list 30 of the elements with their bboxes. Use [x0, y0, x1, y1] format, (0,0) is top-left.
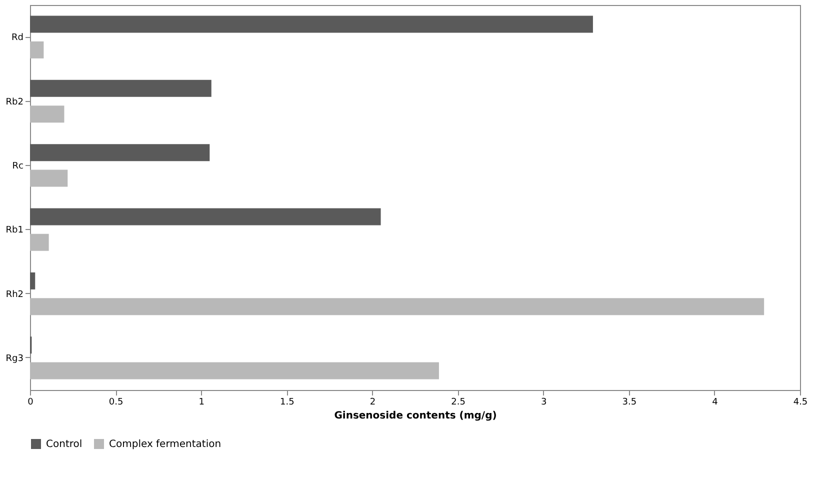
bar — [30, 234, 49, 251]
bar — [30, 208, 381, 226]
y-tick-label: Rd — [12, 33, 24, 44]
bar — [30, 362, 439, 380]
x-tick-label: 0 — [28, 398, 34, 408]
bar — [30, 80, 212, 97]
y-tick-label: Rh2 — [6, 290, 24, 300]
bar — [30, 16, 593, 33]
x-tick-label: 0.5 — [108, 398, 124, 408]
x-tick-label: 3.5 — [622, 398, 637, 408]
bar — [30, 272, 36, 290]
y-tick-label: Rc — [12, 161, 24, 172]
bar — [30, 106, 64, 123]
x-tick-label: 4 — [712, 398, 718, 408]
x-tick-label: 2.5 — [451, 398, 466, 408]
bar — [30, 170, 68, 187]
bar — [30, 298, 764, 316]
y-tick-label: Rg3 — [6, 354, 24, 364]
x-tick-label: 2 — [370, 398, 376, 408]
x-tick-label: 3 — [540, 398, 547, 408]
legend-label: Complex fermentation — [109, 439, 222, 450]
legend-label: Control — [46, 439, 82, 450]
x-tick-label: 1.5 — [280, 398, 294, 408]
y-tick-label: Rb1 — [6, 226, 24, 236]
x-tick-label: 1 — [198, 398, 204, 408]
bar — [30, 144, 210, 162]
x-tick-label: 4.5 — [793, 398, 808, 408]
bar — [30, 41, 44, 58]
y-tick-label: Rb2 — [6, 97, 24, 108]
x-axis-title: Ginsenoside contents (mg/g) — [334, 410, 497, 422]
